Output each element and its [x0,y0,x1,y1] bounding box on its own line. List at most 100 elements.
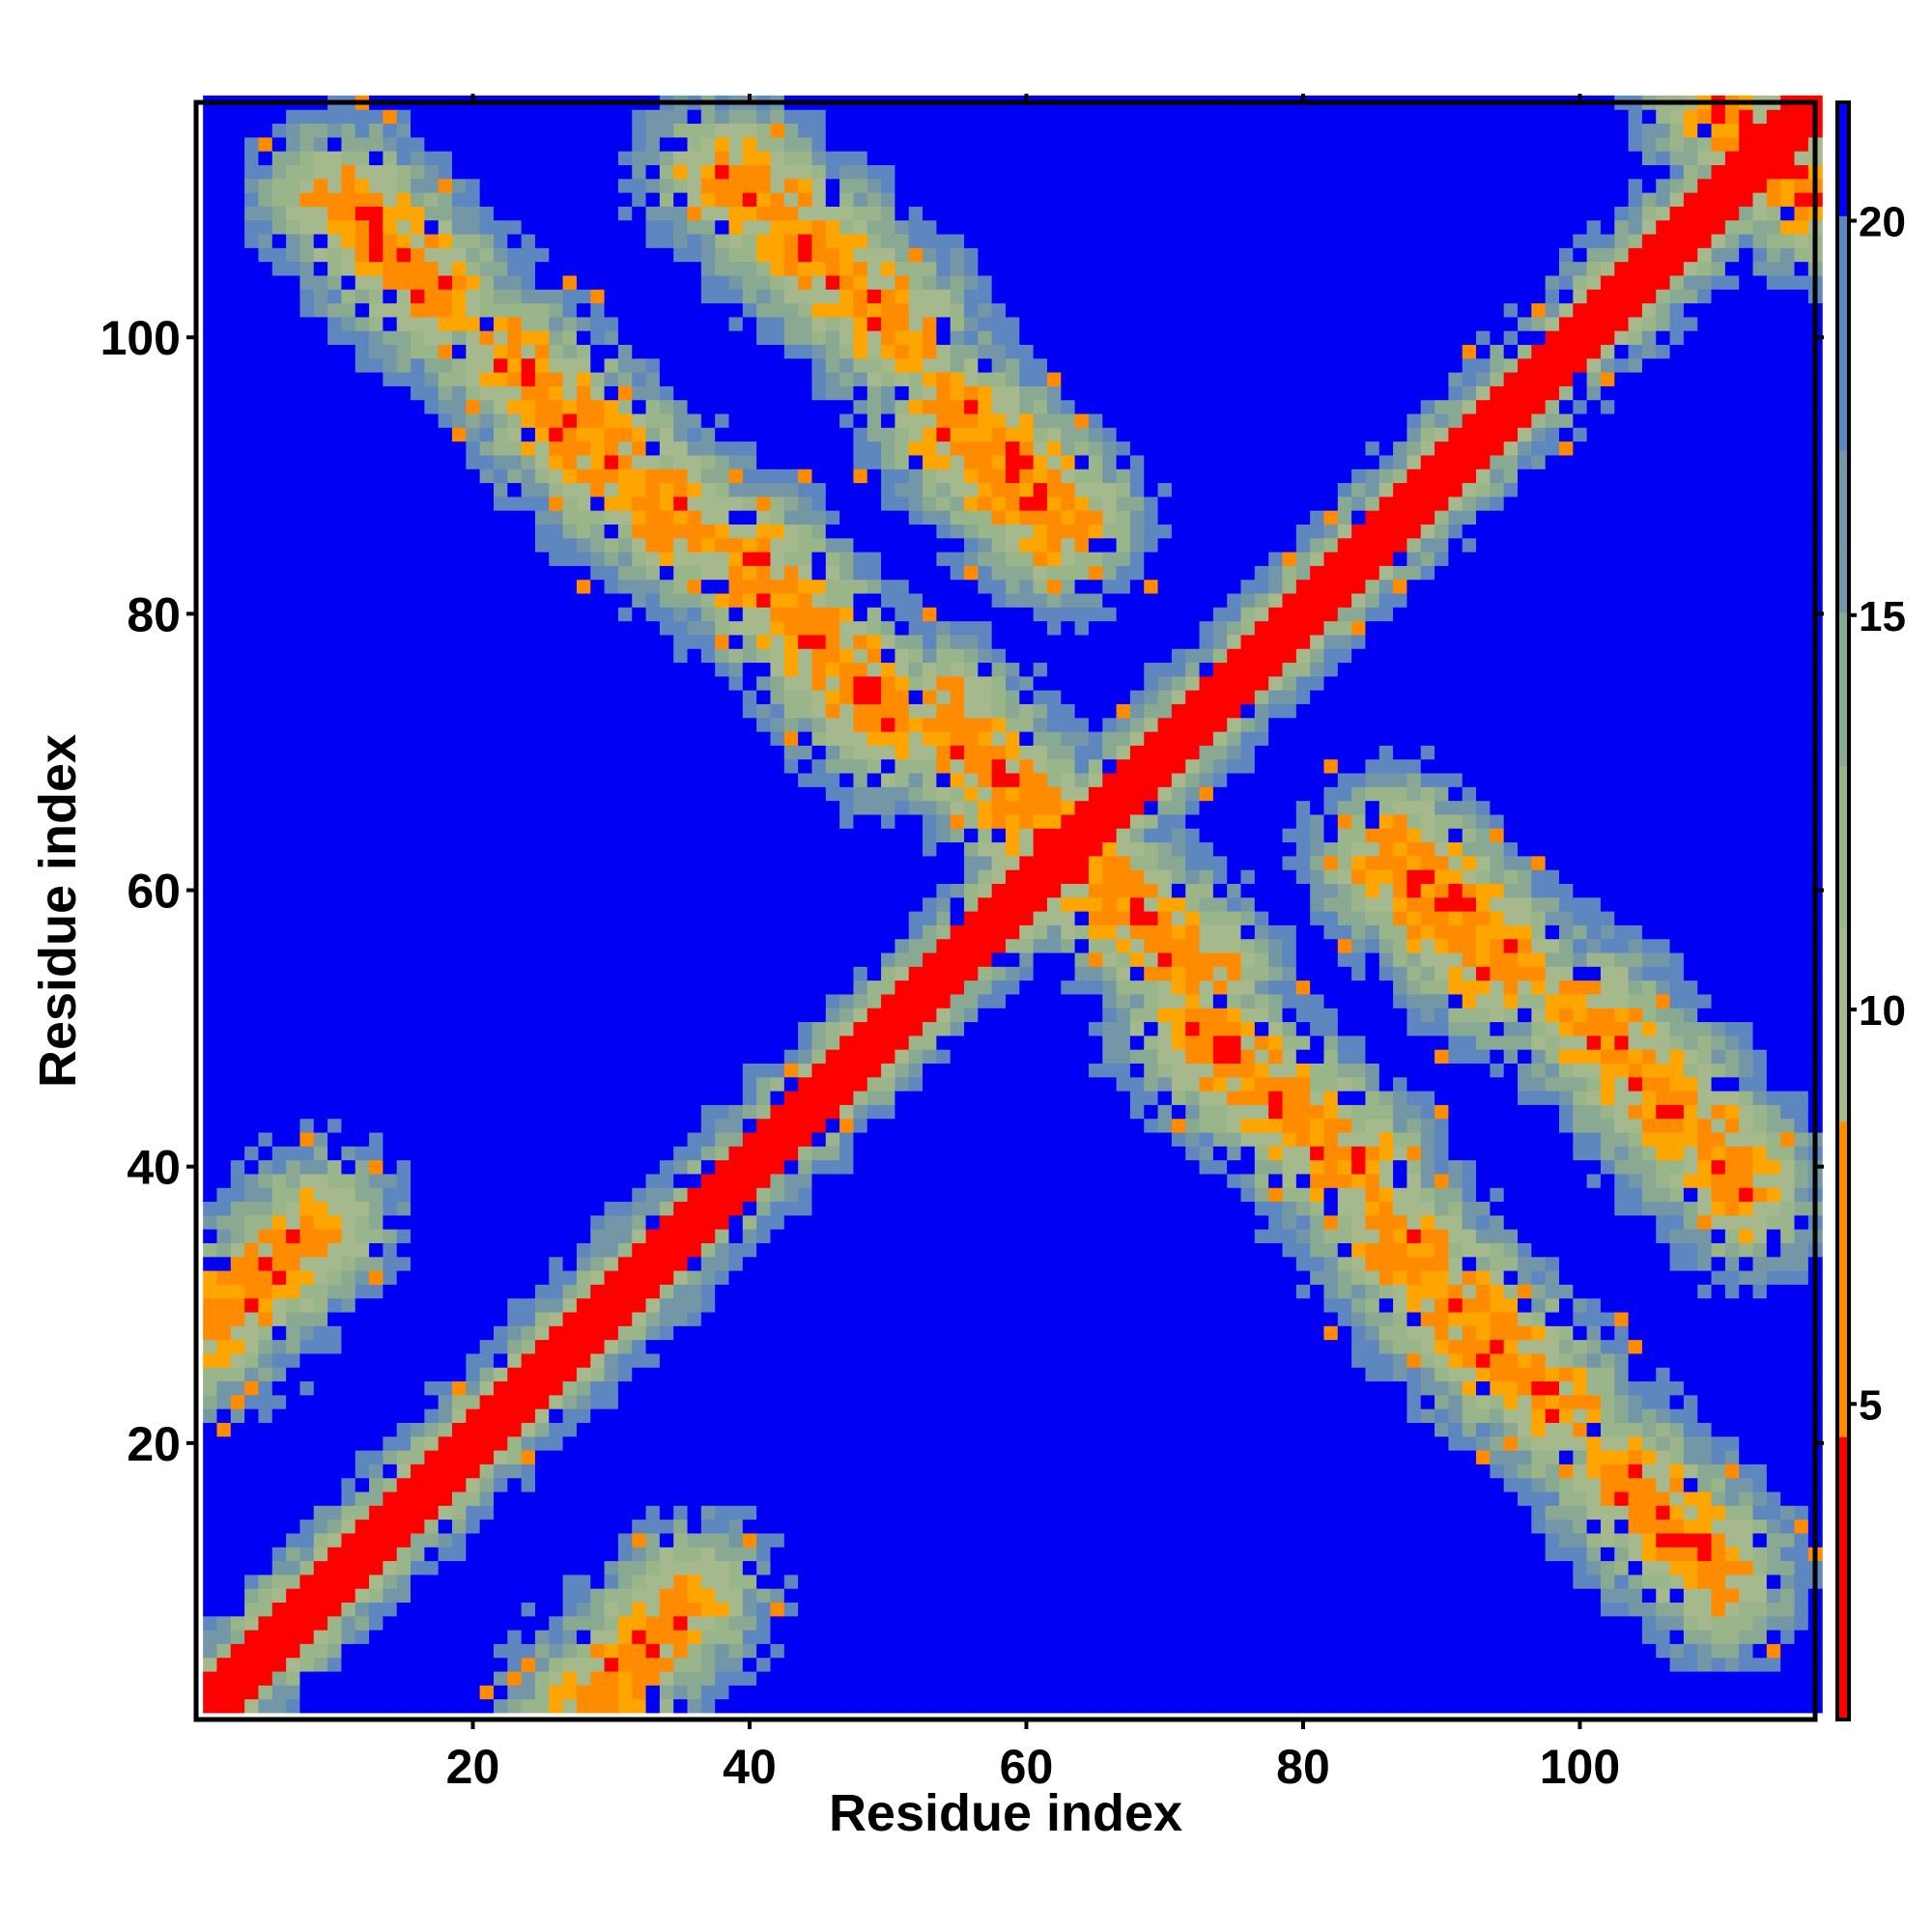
heatmap-cell [687,993,702,1009]
heatmap-cell [700,1367,716,1382]
heatmap-cell [411,1450,425,1464]
heatmap-cell [700,247,716,263]
heatmap-cell [632,151,647,165]
heatmap-cell [327,136,343,152]
heatmap-cell [700,151,716,165]
heatmap-cell [216,924,232,940]
heatmap-cell [286,1670,301,1686]
heatmap-cell [424,192,440,207]
heatmap-cell [700,579,716,594]
heatmap-cell [396,427,412,442]
heatmap-cell [534,828,550,843]
heatmap-cell [715,1519,730,1534]
heatmap-cell [604,1021,619,1037]
heatmap-cell [479,1063,495,1078]
heatmap-cell [590,1380,606,1396]
heatmap-cell [645,469,661,484]
heatmap-cell [534,192,550,207]
heatmap-cell [271,1021,287,1037]
heatmap-cell [341,1615,356,1631]
heatmap-cell [756,896,772,912]
heatmap-cell [369,552,384,566]
heatmap-cell [549,1104,564,1120]
heatmap-cell [770,454,785,469]
heatmap-cell [341,274,356,290]
heatmap-cell [216,219,232,235]
heatmap-cell [645,828,661,843]
heatmap-cell [216,454,232,469]
heatmap-cell [286,1435,301,1451]
heatmap-cell [673,136,689,152]
heatmap-cell [562,731,578,746]
heatmap-cell [313,344,328,359]
heatmap-cell [438,552,453,566]
heatmap-cell [286,510,301,525]
heatmap-cell [700,427,716,442]
heatmap-cell [244,1270,260,1285]
heatmap-cell [534,690,550,704]
heatmap-cell [341,855,356,870]
heatmap-cell [452,883,467,898]
heatmap-cell [728,592,744,608]
heatmap-cell [700,1214,716,1230]
heatmap-cell [728,1560,744,1576]
heatmap-cell [493,1284,508,1299]
heatmap-cell [728,1352,744,1368]
heatmap-cell [562,123,578,138]
heatmap-cell [271,703,287,719]
heatmap-cell [466,1021,481,1037]
heatmap-cell [230,1063,245,1078]
heatmap-cell [521,993,536,1009]
heatmap-cell [313,440,328,456]
heatmap-cell [659,675,674,691]
heatmap-cell [438,427,453,442]
heatmap-cell [534,510,550,525]
heatmap-cell [230,1670,245,1686]
heatmap-cell [411,123,425,138]
heatmap-cell [438,1201,453,1216]
heatmap-cell [216,1380,232,1396]
heatmap-cell [534,219,550,235]
heatmap-cell [355,1698,370,1714]
heatmap-cell [521,634,536,649]
heatmap-cell [770,980,785,995]
heatmap-cell [590,1159,606,1175]
heatmap-cell [271,330,287,345]
heatmap-cell [700,1408,716,1423]
heatmap-cell [756,565,772,581]
heatmap-cell [396,1104,412,1120]
heatmap-cell [507,385,523,401]
heatmap-cell [327,828,343,843]
heatmap-cell [438,1547,453,1562]
heatmap-cell [632,772,647,787]
heatmap-cell [715,261,730,276]
heatmap-cell [313,151,328,165]
heatmap-cell [313,731,328,746]
heatmap-cell [756,1201,772,1216]
heatmap-cell [383,233,398,248]
heatmap-cell [632,841,647,857]
heatmap-cell [645,1422,661,1437]
heatmap-cell [299,1091,315,1105]
heatmap-cell [521,1104,536,1120]
heatmap-cell [673,1450,689,1464]
heatmap-cell [687,344,702,359]
heatmap-cell [216,841,232,857]
heatmap-cell [479,703,495,719]
heatmap-cell [687,274,702,290]
heatmap-cell [396,1214,412,1230]
heatmap-cell [590,1477,606,1492]
heatmap-cell [590,330,606,345]
heatmap-cell [673,607,689,622]
heatmap-cell [700,233,716,248]
heatmap-cell [742,136,757,152]
heatmap-cell [700,855,716,870]
heatmap-cell [369,703,384,719]
heatmap-cell [700,454,716,469]
heatmap-cell [687,206,702,221]
heatmap-cell [258,1643,273,1659]
heatmap-cell [493,1325,508,1341]
heatmap-cell [521,1091,536,1105]
heatmap-cell [756,855,772,870]
heatmap-cell [507,178,523,193]
